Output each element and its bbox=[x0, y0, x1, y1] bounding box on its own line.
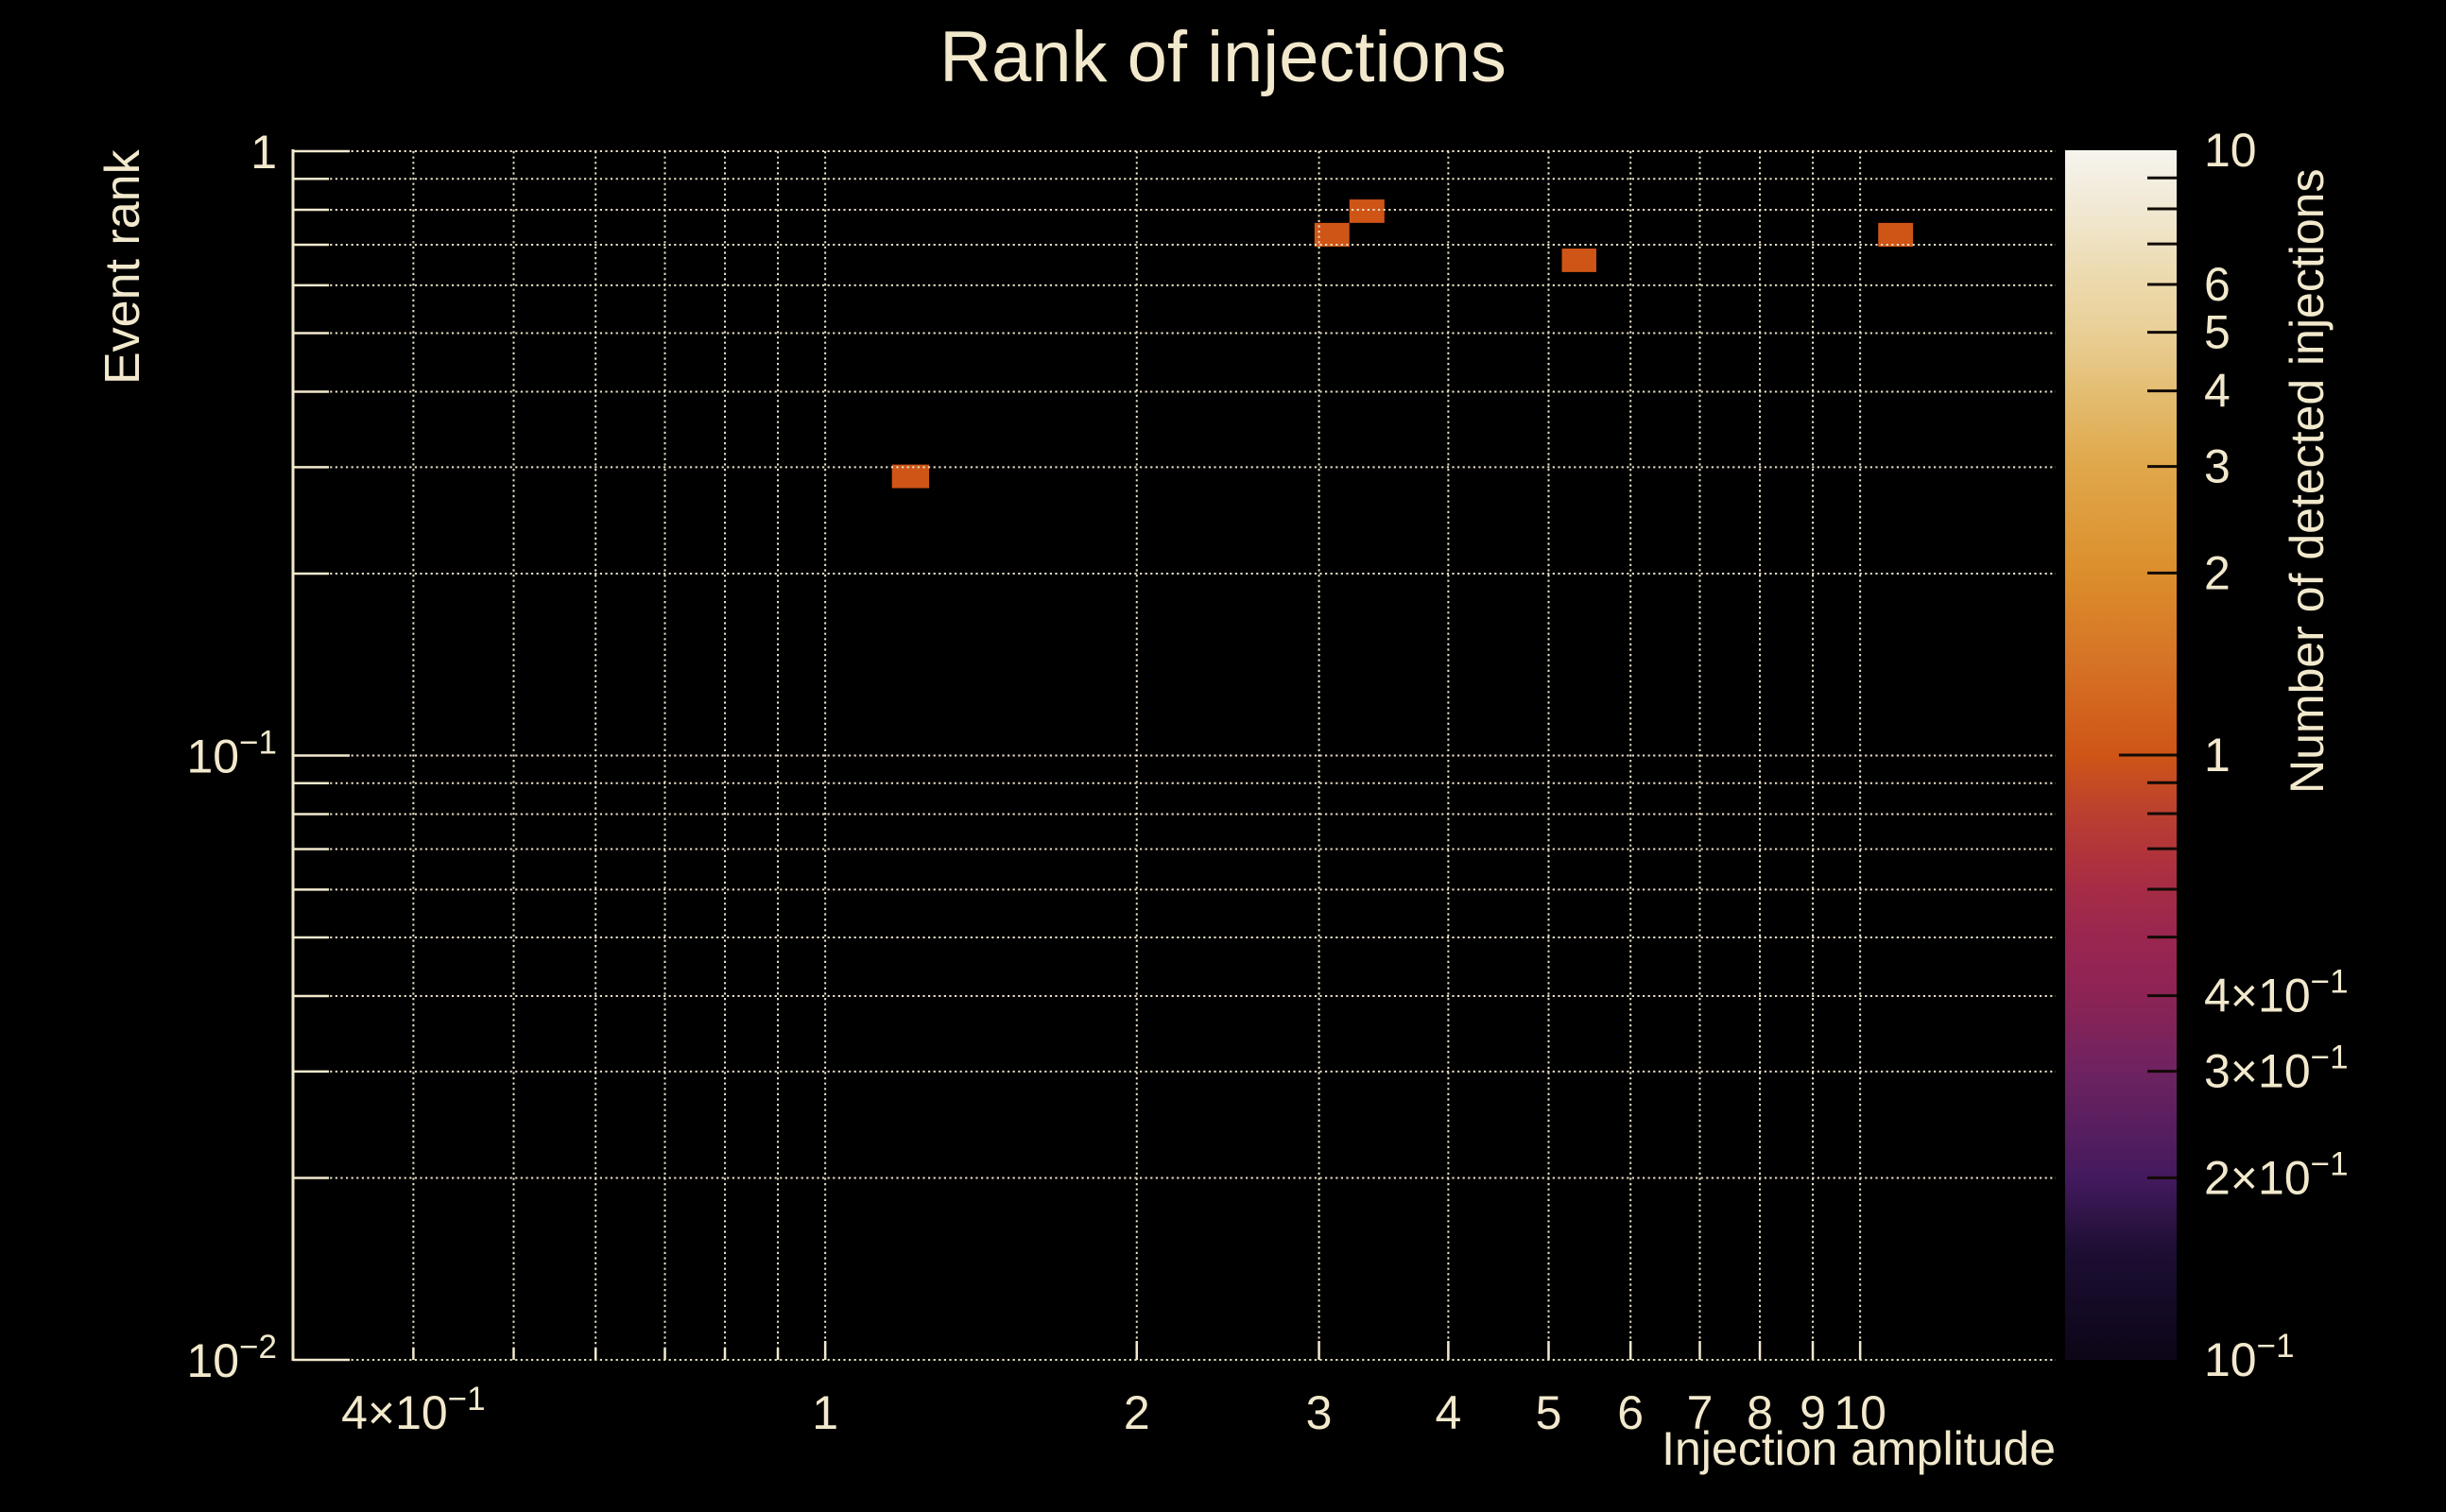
heatmap-bin bbox=[891, 464, 930, 489]
chart-title: Rank of injections bbox=[939, 17, 1507, 97]
heatmap-bin bbox=[1561, 249, 1596, 272]
heatmap-bin bbox=[1349, 199, 1385, 223]
x-tick-label: 9 bbox=[1800, 1386, 1826, 1439]
y-tick-label: 10−2 bbox=[186, 1329, 277, 1387]
colorbar-tick-label: 1 bbox=[2204, 729, 2231, 782]
y-tick-label: 1 bbox=[250, 126, 277, 179]
x-tick-label: 2 bbox=[1124, 1386, 1150, 1439]
colorbar-tick-label: 6 bbox=[2204, 258, 2231, 311]
colorbar-tick-label: 10−1 bbox=[2204, 1328, 2295, 1386]
colorbar-tick-label: 10 bbox=[2204, 124, 2257, 177]
colorbar-tick-label: 4×10−1 bbox=[2204, 964, 2349, 1022]
x-tick-label: 4×10−1 bbox=[341, 1381, 486, 1439]
heatmap-bin bbox=[1878, 222, 1914, 248]
y-axis-title: Event rank bbox=[95, 149, 150, 385]
colorbar-tick-label: 2 bbox=[2204, 546, 2231, 599]
colorbar-tick-label: 3 bbox=[2204, 440, 2231, 493]
x-tick-label: 3 bbox=[1306, 1386, 1333, 1439]
colorbar-tick-label: 4 bbox=[2204, 365, 2231, 418]
x-tick-label: 7 bbox=[1687, 1386, 1714, 1439]
x-tick-label: 8 bbox=[1747, 1386, 1773, 1439]
x-tick-label: 4 bbox=[1435, 1386, 1461, 1439]
x-tick-label: 10 bbox=[1834, 1386, 1886, 1439]
heatmap-bin bbox=[1314, 222, 1350, 248]
colorbar-tick-label: 5 bbox=[2204, 306, 2231, 359]
colorbar-tick-label: 2×10−1 bbox=[2204, 1145, 2349, 1204]
y-tick-label: 10−1 bbox=[186, 725, 277, 783]
colorbar-tick-label: 3×10−1 bbox=[2204, 1040, 2349, 1098]
x-axis-title: Injection amplitude bbox=[1662, 1422, 2056, 1475]
x-tick-label: 5 bbox=[1536, 1386, 1562, 1439]
colorbar-title: Number of detected injections bbox=[2281, 168, 2334, 794]
x-tick-label: 1 bbox=[812, 1386, 838, 1439]
x-tick-label: 6 bbox=[1617, 1386, 1644, 1439]
